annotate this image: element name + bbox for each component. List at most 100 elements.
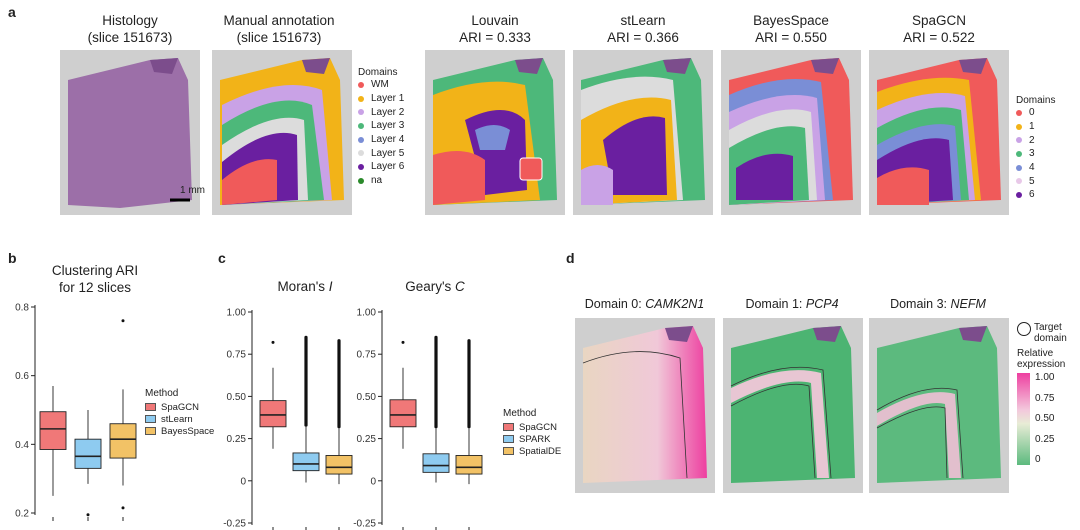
legend-title: Method xyxy=(503,408,537,419)
stlearn-image xyxy=(573,50,713,215)
gene-name: CAMK2N1 xyxy=(645,297,705,311)
legend-dot xyxy=(358,95,364,102)
scale-bar-label: 1 mm xyxy=(180,185,205,196)
relexp-line2: expression xyxy=(1017,359,1066,370)
panel-letter-b: b xyxy=(8,250,17,266)
legend-swatch xyxy=(503,447,514,455)
legend-label: BayesSpace xyxy=(161,425,215,437)
manual-legend: Domains WM Layer 1 Layer 2 Layer 3 Layer… xyxy=(358,67,404,188)
legend-label: Layer 4 xyxy=(371,134,405,146)
tissue-dark-region xyxy=(959,326,987,342)
louvain-image xyxy=(425,50,565,215)
box-outlier xyxy=(271,340,275,344)
box-spagcn xyxy=(259,400,287,428)
target-domain-legend: Target domain xyxy=(1017,322,1080,344)
legend-item-domain-4: 4 xyxy=(1016,161,1055,175)
legend-label: 5 xyxy=(1029,175,1035,187)
y-tick-label: 0.75 xyxy=(227,350,247,361)
tissue-dark-region xyxy=(959,58,987,74)
tissue-dark-region xyxy=(663,58,691,74)
high-expression-band xyxy=(877,392,961,478)
manual-title-line1: Manual annotation xyxy=(223,13,335,28)
panel-b-title: Clustering ARI for 12 slices xyxy=(20,262,170,296)
legend-title: Method xyxy=(145,388,179,399)
legend-label: 2 xyxy=(1029,134,1035,146)
legend-label: 6 xyxy=(1029,189,1035,201)
cluster-region xyxy=(603,116,667,195)
method-title-stlearn: stLearn ARI = 0.366 xyxy=(573,12,713,46)
legend-label: SPARK xyxy=(519,433,551,445)
target-domain-outline xyxy=(582,351,688,479)
box-spark xyxy=(422,453,450,473)
box-spatialde xyxy=(455,455,483,475)
cluster-region xyxy=(581,165,613,205)
target-domain-circle-icon xyxy=(1017,322,1031,336)
manual-title: Manual annotation (slice 151673) xyxy=(204,12,354,46)
zoom-marker xyxy=(519,157,543,181)
legend-dot xyxy=(358,163,364,170)
target-domain-outline xyxy=(876,387,964,479)
legend-dot xyxy=(358,109,364,116)
cluster-region xyxy=(433,151,485,205)
panel-letter-a: a xyxy=(8,4,16,20)
method-name: Louvain xyxy=(471,13,519,28)
legend-item-layer5: Layer 5 xyxy=(358,146,404,160)
legend-item-layer2: Layer 2 xyxy=(358,105,404,119)
tissue-dark-region xyxy=(665,326,693,342)
box-spatialde xyxy=(325,455,353,475)
gene-name: PCP4 xyxy=(805,297,839,311)
moran-title: Moran's I xyxy=(250,278,360,295)
box-outlier xyxy=(121,506,125,510)
colorbar-tick: 0.75 xyxy=(1035,392,1055,404)
legend-dot xyxy=(1016,150,1022,157)
colorbar-tick: 1.00 xyxy=(1035,372,1055,383)
y-tick-label: 0.50 xyxy=(357,392,377,403)
box-stlearn xyxy=(74,438,102,469)
legend-label: 0 xyxy=(1029,107,1035,119)
legend-dot xyxy=(358,150,364,157)
y-tick-label: 0 xyxy=(240,476,246,487)
legend-item-layer1: Layer 1 xyxy=(358,92,404,106)
y-tick-label: 0.75 xyxy=(357,350,377,361)
method-title-spagcn: SpaGCN ARI = 0.522 xyxy=(869,12,1009,46)
panel-d-legend: Target domain Relative expression 1.00 0… xyxy=(1017,322,1080,465)
legend-dot xyxy=(1016,123,1022,130)
panel-letter-d: d xyxy=(566,250,575,266)
legend-item-spark: SPARK xyxy=(503,433,561,445)
tissue-dark-region xyxy=(302,58,330,74)
histology-title-line2: (slice 151673) xyxy=(87,30,173,45)
colorbar-tick: 0.25 xyxy=(1035,433,1055,445)
y-tick-label: 1.00 xyxy=(357,308,377,319)
legend-dot xyxy=(1016,164,1022,171)
legend-label: Layer 3 xyxy=(371,120,405,132)
legend-swatch xyxy=(145,403,156,411)
legend-item-domain-6: 6 xyxy=(1016,188,1055,202)
legend-item-domain-3: 3 xyxy=(1016,147,1055,161)
colorbar-ticks: 1.00 0.75 0.50 0.25 0 xyxy=(1035,373,1054,465)
panel-letter-c: c xyxy=(218,250,226,266)
legend-label: SpatialDE xyxy=(519,445,562,457)
legend-swatch xyxy=(503,435,514,443)
expression-region xyxy=(583,326,707,483)
legend-label: na xyxy=(371,175,383,187)
legend-label: 1 xyxy=(1029,121,1035,133)
legend-item-domain-0: 0 xyxy=(1016,106,1055,120)
geary-title-italic: C xyxy=(455,279,465,294)
legend-label: stLearn xyxy=(161,413,193,425)
legend-dot xyxy=(1016,191,1022,198)
box-spagcn xyxy=(389,399,417,428)
legend-label: SpaGCN xyxy=(161,401,200,413)
legend-dot xyxy=(1016,109,1022,116)
method-ari: ARI = 0.550 xyxy=(755,30,827,45)
legend-item-na: na xyxy=(358,174,404,188)
colorbar-gradient xyxy=(1017,373,1030,465)
legend-dot xyxy=(358,81,364,88)
legend-label: Layer 6 xyxy=(371,161,405,173)
target-label-line1: Target xyxy=(1034,322,1062,333)
y-tick-label: 0.50 xyxy=(227,392,247,403)
bayesspace-image xyxy=(721,50,861,215)
moran-title-italic: I xyxy=(328,279,333,294)
method-ari: ARI = 0.366 xyxy=(607,30,679,45)
legend-dot xyxy=(1016,178,1022,185)
y-tick-label: -0.25 xyxy=(223,519,246,530)
